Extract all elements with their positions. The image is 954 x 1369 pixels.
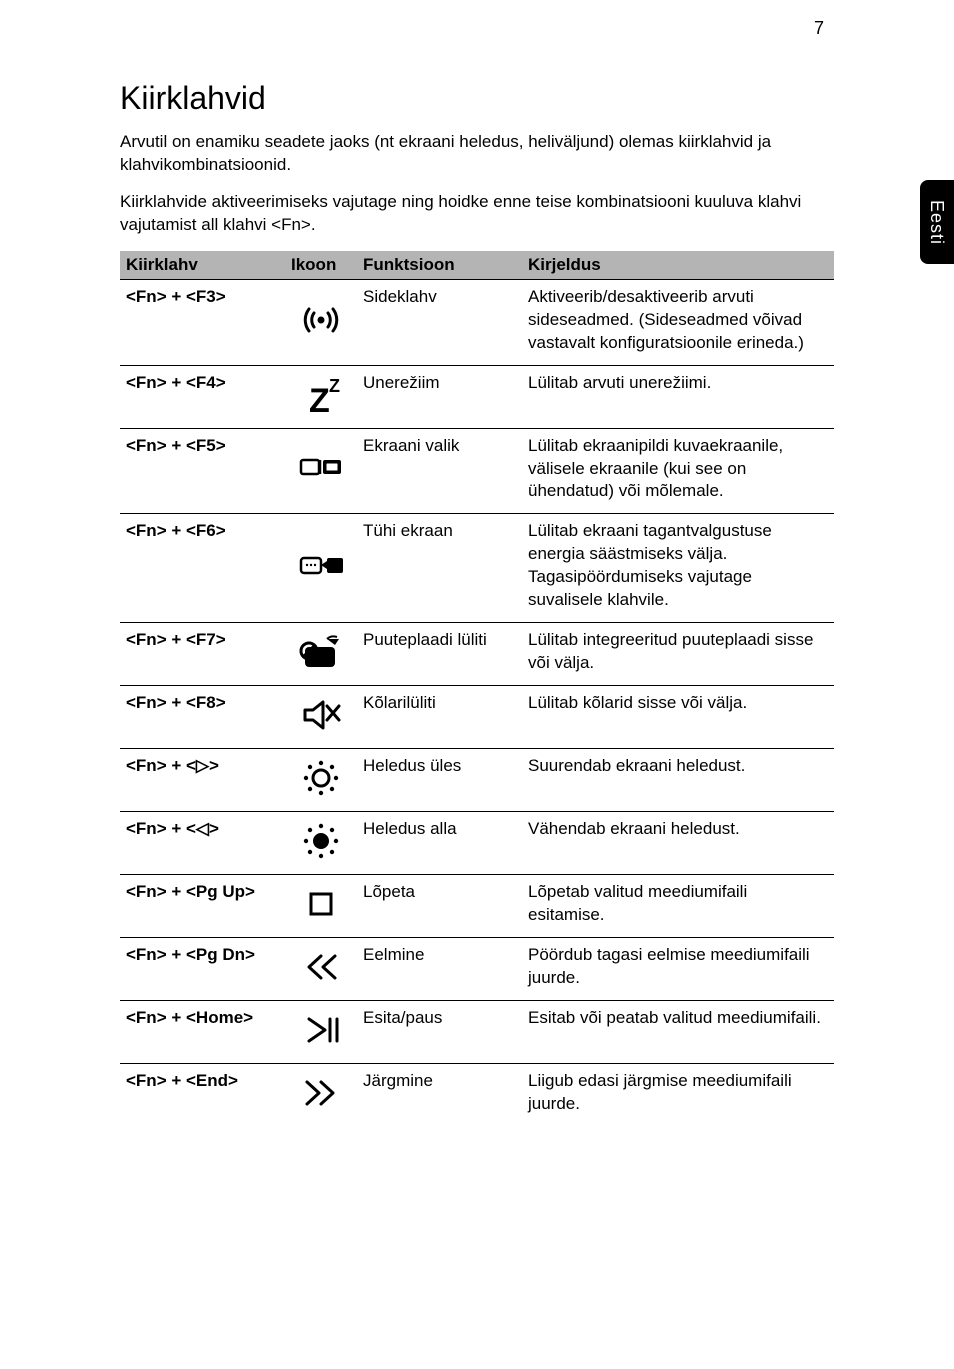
icon-cell <box>285 875 357 938</box>
table-row: <Fn> + <F4> Z Z Unerežiim Lülitab arvuti… <box>120 365 834 428</box>
description-cell: Pöördub tagasi eelmise meediumifaili juu… <box>522 938 834 1001</box>
side-tab-label: Eesti <box>927 199 948 244</box>
prev-icon <box>295 944 347 990</box>
icon-cell <box>285 279 357 365</box>
table-row: <Fn> + <F7> Puuteplaadi lüliti Lülitab i… <box>120 623 834 686</box>
intro-paragraph-1: Arvutil on enamiku seadete jaoks (nt ekr… <box>120 131 834 177</box>
description-cell: Aktiveerib/desaktiveerib arvuti sidesead… <box>522 279 834 365</box>
function-cell: Unerežiim <box>357 365 522 428</box>
hotkey-cell: <Fn> + <Pg Up> <box>120 875 285 938</box>
side-tab: Eesti <box>920 180 954 264</box>
icon-cell: Z Z <box>285 365 357 428</box>
function-cell: Järgmine <box>357 1064 522 1127</box>
wireless-icon <box>295 297 347 343</box>
play-pause-icon <box>295 1007 347 1053</box>
col-function: Funktsioon <box>357 251 522 280</box>
icon-cell <box>285 428 357 514</box>
function-cell: Eelmine <box>357 938 522 1001</box>
icon-cell <box>285 1064 357 1127</box>
description-cell: Suurendab ekraani heledust. <box>522 749 834 812</box>
icon-cell <box>285 749 357 812</box>
description-cell: Lülitab ekraani tagantvalgustuse energia… <box>522 514 834 623</box>
description-cell: Lülitab integreeritud puuteplaadi sisse … <box>522 623 834 686</box>
hotkey-cell: <Fn> + <F4> <box>120 365 285 428</box>
hotkey-cell: <Fn> + <F3> <box>120 279 285 365</box>
blank-screen-icon <box>295 543 347 589</box>
hotkey-cell: <Fn> + <End> <box>120 1064 285 1127</box>
table-row: <Fn> + <F8> Kõlarilüliti Lülitab kõlarid… <box>120 686 834 749</box>
description-cell: Lõpetab valitud meediumifaili esitamise. <box>522 875 834 938</box>
hotkey-cell: <Fn> + <◁> <box>120 812 285 875</box>
stop-icon <box>295 881 347 927</box>
table-row: <Fn> + <F3> Sideklahv Aktiveerib/desakti… <box>120 279 834 365</box>
function-cell: Puuteplaadi lüliti <box>357 623 522 686</box>
hotkey-table: Kiirklahv Ikoon Funktsioon Kirjeldus <Fn… <box>120 251 834 1126</box>
hotkey-cell: <Fn> + <Home> <box>120 1001 285 1064</box>
brightness-up-icon <box>295 755 347 801</box>
description-cell: Lülitab arvuti unerežiimi. <box>522 365 834 428</box>
page: 7 Eesti Kiirklahvid Arvutil on enamiku s… <box>0 0 954 1369</box>
table-row: <Fn> + <F5> Ekraani valik Lülitab ekraan… <box>120 428 834 514</box>
page-number: 7 <box>814 18 824 39</box>
function-cell: Ekraani valik <box>357 428 522 514</box>
hotkey-cell: <Fn> + <F8> <box>120 686 285 749</box>
next-icon <box>295 1070 347 1116</box>
touchpad-icon <box>295 629 347 675</box>
table-row: <Fn> + <End> Järgmine Liigub edasi järgm… <box>120 1064 834 1127</box>
table-row: <Fn> + <F6> Tühi ekraan Lülitab ekraani … <box>120 514 834 623</box>
hotkey-cell: <Fn> + <F7> <box>120 623 285 686</box>
icon-cell <box>285 623 357 686</box>
table-row: <Fn> + <Pg Dn> Eelmine Pöördub tagasi ee… <box>120 938 834 1001</box>
table-row: <Fn> + <Home> Esita/paus Esitab või peat… <box>120 1001 834 1064</box>
icon-cell <box>285 686 357 749</box>
col-hotkey: Kiirklahv <box>120 251 285 280</box>
speaker-mute-icon <box>295 692 347 738</box>
col-description: Kirjeldus <box>522 251 834 280</box>
function-cell: Heledus alla <box>357 812 522 875</box>
svg-text:Z: Z <box>329 376 340 396</box>
description-cell: Lülitab kõlarid sisse või välja. <box>522 686 834 749</box>
table-row: <Fn> + <Pg Up> Lõpeta Lõpetab valitud me… <box>120 875 834 938</box>
icon-cell <box>285 812 357 875</box>
svg-text:Z: Z <box>309 382 330 418</box>
function-cell: Esita/paus <box>357 1001 522 1064</box>
sleep-icon: Z Z <box>295 372 347 418</box>
hotkey-cell: <Fn> + <Pg Dn> <box>120 938 285 1001</box>
function-cell: Tühi ekraan <box>357 514 522 623</box>
description-cell: Lülitab ekraanipildi kuvaekraanile, väli… <box>522 428 834 514</box>
function-cell: Lõpeta <box>357 875 522 938</box>
brightness-down-icon <box>295 818 347 864</box>
intro-paragraph-2: Kiirklahvide aktiveerimiseks vajutage ni… <box>120 191 834 237</box>
icon-cell <box>285 1001 357 1064</box>
hotkey-cell: <Fn> + <F5> <box>120 428 285 514</box>
display-toggle-icon <box>295 446 347 492</box>
icon-cell <box>285 938 357 1001</box>
icon-cell <box>285 514 357 623</box>
function-cell: Kõlarilüliti <box>357 686 522 749</box>
hotkey-cell: <Fn> + <▷> <box>120 749 285 812</box>
function-cell: Heledus üles <box>357 749 522 812</box>
function-cell: Sideklahv <box>357 279 522 365</box>
description-cell: Vähendab ekraani heledust. <box>522 812 834 875</box>
page-title: Kiirklahvid <box>120 80 834 117</box>
description-cell: Esitab või peatab valitud meediumifaili. <box>522 1001 834 1064</box>
table-row: <Fn> + <▷> Heledus üles Suurendab ekraan… <box>120 749 834 812</box>
table-row: <Fn> + <◁> Heledus alla Vähendab ekraani… <box>120 812 834 875</box>
table-header-row: Kiirklahv Ikoon Funktsioon Kirjeldus <box>120 251 834 280</box>
description-cell: Liigub edasi järgmise meediumifaili juur… <box>522 1064 834 1127</box>
col-icon: Ikoon <box>285 251 357 280</box>
hotkey-cell: <Fn> + <F6> <box>120 514 285 623</box>
